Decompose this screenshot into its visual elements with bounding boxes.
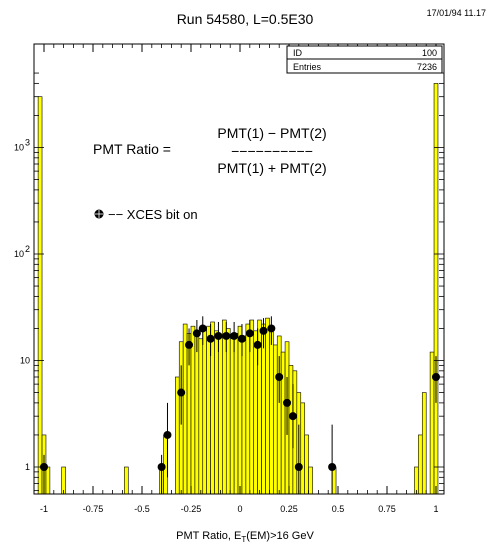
histogram-bar [253, 330, 258, 495]
data-point [185, 340, 194, 349]
histogram-bar [182, 323, 188, 495]
histogram-bar [429, 351, 435, 495]
data-point [259, 326, 268, 335]
x-tick-label: -0.5 [134, 504, 150, 514]
histogram-bar [418, 434, 423, 495]
histogram-bar [241, 335, 247, 495]
histogram-bar [61, 466, 66, 495]
stats-value-id: 100 [422, 48, 437, 58]
histogram-bar [225, 328, 231, 495]
x-axis-title-subscript: T [241, 535, 246, 544]
histogram-bar [37, 96, 43, 495]
data-point [157, 463, 166, 471]
histogram-bar [218, 335, 223, 495]
x-tick-label: -0.75 [83, 504, 104, 514]
data-point [283, 398, 292, 407]
formula-annotation: PMT Ratio = PMT(1) − PMT(2) −−−−−−−−−− P… [93, 125, 327, 176]
histogram-bar [414, 466, 419, 495]
histogram-bar [206, 325, 211, 495]
histogram-bar [190, 325, 196, 495]
histogram-bar [198, 338, 204, 495]
y-tick-label-exponent: 3 [25, 138, 30, 148]
formula-lhs: PMT Ratio = [93, 141, 171, 157]
y-tick-label-base: 1 [25, 462, 30, 472]
data-point [288, 412, 297, 421]
histogram-bar [229, 338, 235, 495]
formula-numerator: PMT(1) − PMT(2) [217, 125, 326, 141]
y-tick-label-exponent: 2 [25, 244, 30, 254]
histogram-bar [288, 365, 294, 495]
histogram-bar [265, 317, 270, 495]
data-point [328, 463, 337, 471]
stats-label-entries: Entries [293, 62, 322, 72]
plot-frame [33, 43, 445, 495]
stats-value-entries: 7236 [417, 62, 437, 72]
legend-label: −− XCES bit on [108, 207, 198, 222]
x-tick-label: 0 [237, 504, 242, 514]
histogram-bar [237, 325, 243, 495]
x-tick-label: 0.25 [280, 504, 298, 514]
data-point [222, 331, 231, 340]
histogram-bar [214, 330, 219, 495]
data-point [267, 324, 276, 333]
x-tick-label: -0.25 [181, 504, 202, 514]
legend: −− XCES bit on [94, 207, 198, 222]
timestamp: 17/01/94 11.17 [427, 8, 486, 18]
histogram-bar [233, 333, 239, 495]
data-point [432, 372, 440, 381]
histogram-bar [222, 319, 227, 495]
y-tick-label-base: 10 [14, 143, 24, 153]
y-tick-label: 10 [14, 143, 24, 153]
y-tick-label: 10 [20, 356, 30, 366]
x-tick-label: -1 [40, 504, 48, 514]
chart-title: Run 54580, L=0.5E30 [177, 11, 314, 27]
data-point [237, 334, 246, 343]
data-point [253, 340, 262, 349]
histogram-bar [249, 319, 255, 495]
data-point [206, 334, 215, 343]
histogram-bar [210, 321, 215, 495]
y-tick-label-base: 10 [20, 356, 30, 366]
x-tick-label: 1 [433, 504, 438, 514]
histogram-bar [245, 323, 251, 495]
histogram-bar [194, 330, 200, 495]
formula-denominator: PMT(1) + PMT(2) [217, 160, 326, 176]
data-point [163, 430, 172, 439]
histogram-bar [433, 83, 439, 495]
formula-dashes: −−−−−−−−−− [231, 143, 313, 159]
stats-box: ID 100 Entries 7236 [286, 45, 443, 74]
histogram-bar [421, 392, 427, 495]
data-point [177, 388, 186, 397]
histogram-bar [308, 466, 313, 495]
y-tick-label: 10 [14, 249, 24, 259]
histogram-bar [331, 466, 337, 495]
data-point [294, 463, 303, 471]
histogram-bar [280, 351, 286, 495]
data-point [275, 372, 284, 381]
histogram-bar [273, 344, 278, 495]
histogram-bar [292, 370, 298, 495]
x-tick-label: 0.75 [378, 504, 396, 514]
histogram-bar [261, 323, 266, 495]
data-point [245, 329, 254, 338]
x-axis-title: PMT Ratio, ET(EM)>16 GeV [176, 530, 314, 544]
data-point [198, 324, 207, 333]
data-points [40, 316, 440, 494]
data-point [230, 331, 239, 340]
data-point [214, 331, 223, 340]
data-point [40, 463, 48, 471]
histogram-bar [202, 330, 207, 495]
histogram-bar [269, 328, 274, 495]
data-point [192, 329, 201, 338]
histogram-bar [304, 434, 309, 495]
x-tick-label: 0.5 [332, 504, 345, 514]
y-tick-label-base: 10 [14, 249, 24, 259]
histogram-bar [124, 466, 129, 495]
stats-label-id: ID [293, 48, 303, 58]
y-tick-label: 1 [25, 462, 30, 472]
histogram-bar [300, 402, 305, 495]
histogram-bar [45, 466, 51, 495]
